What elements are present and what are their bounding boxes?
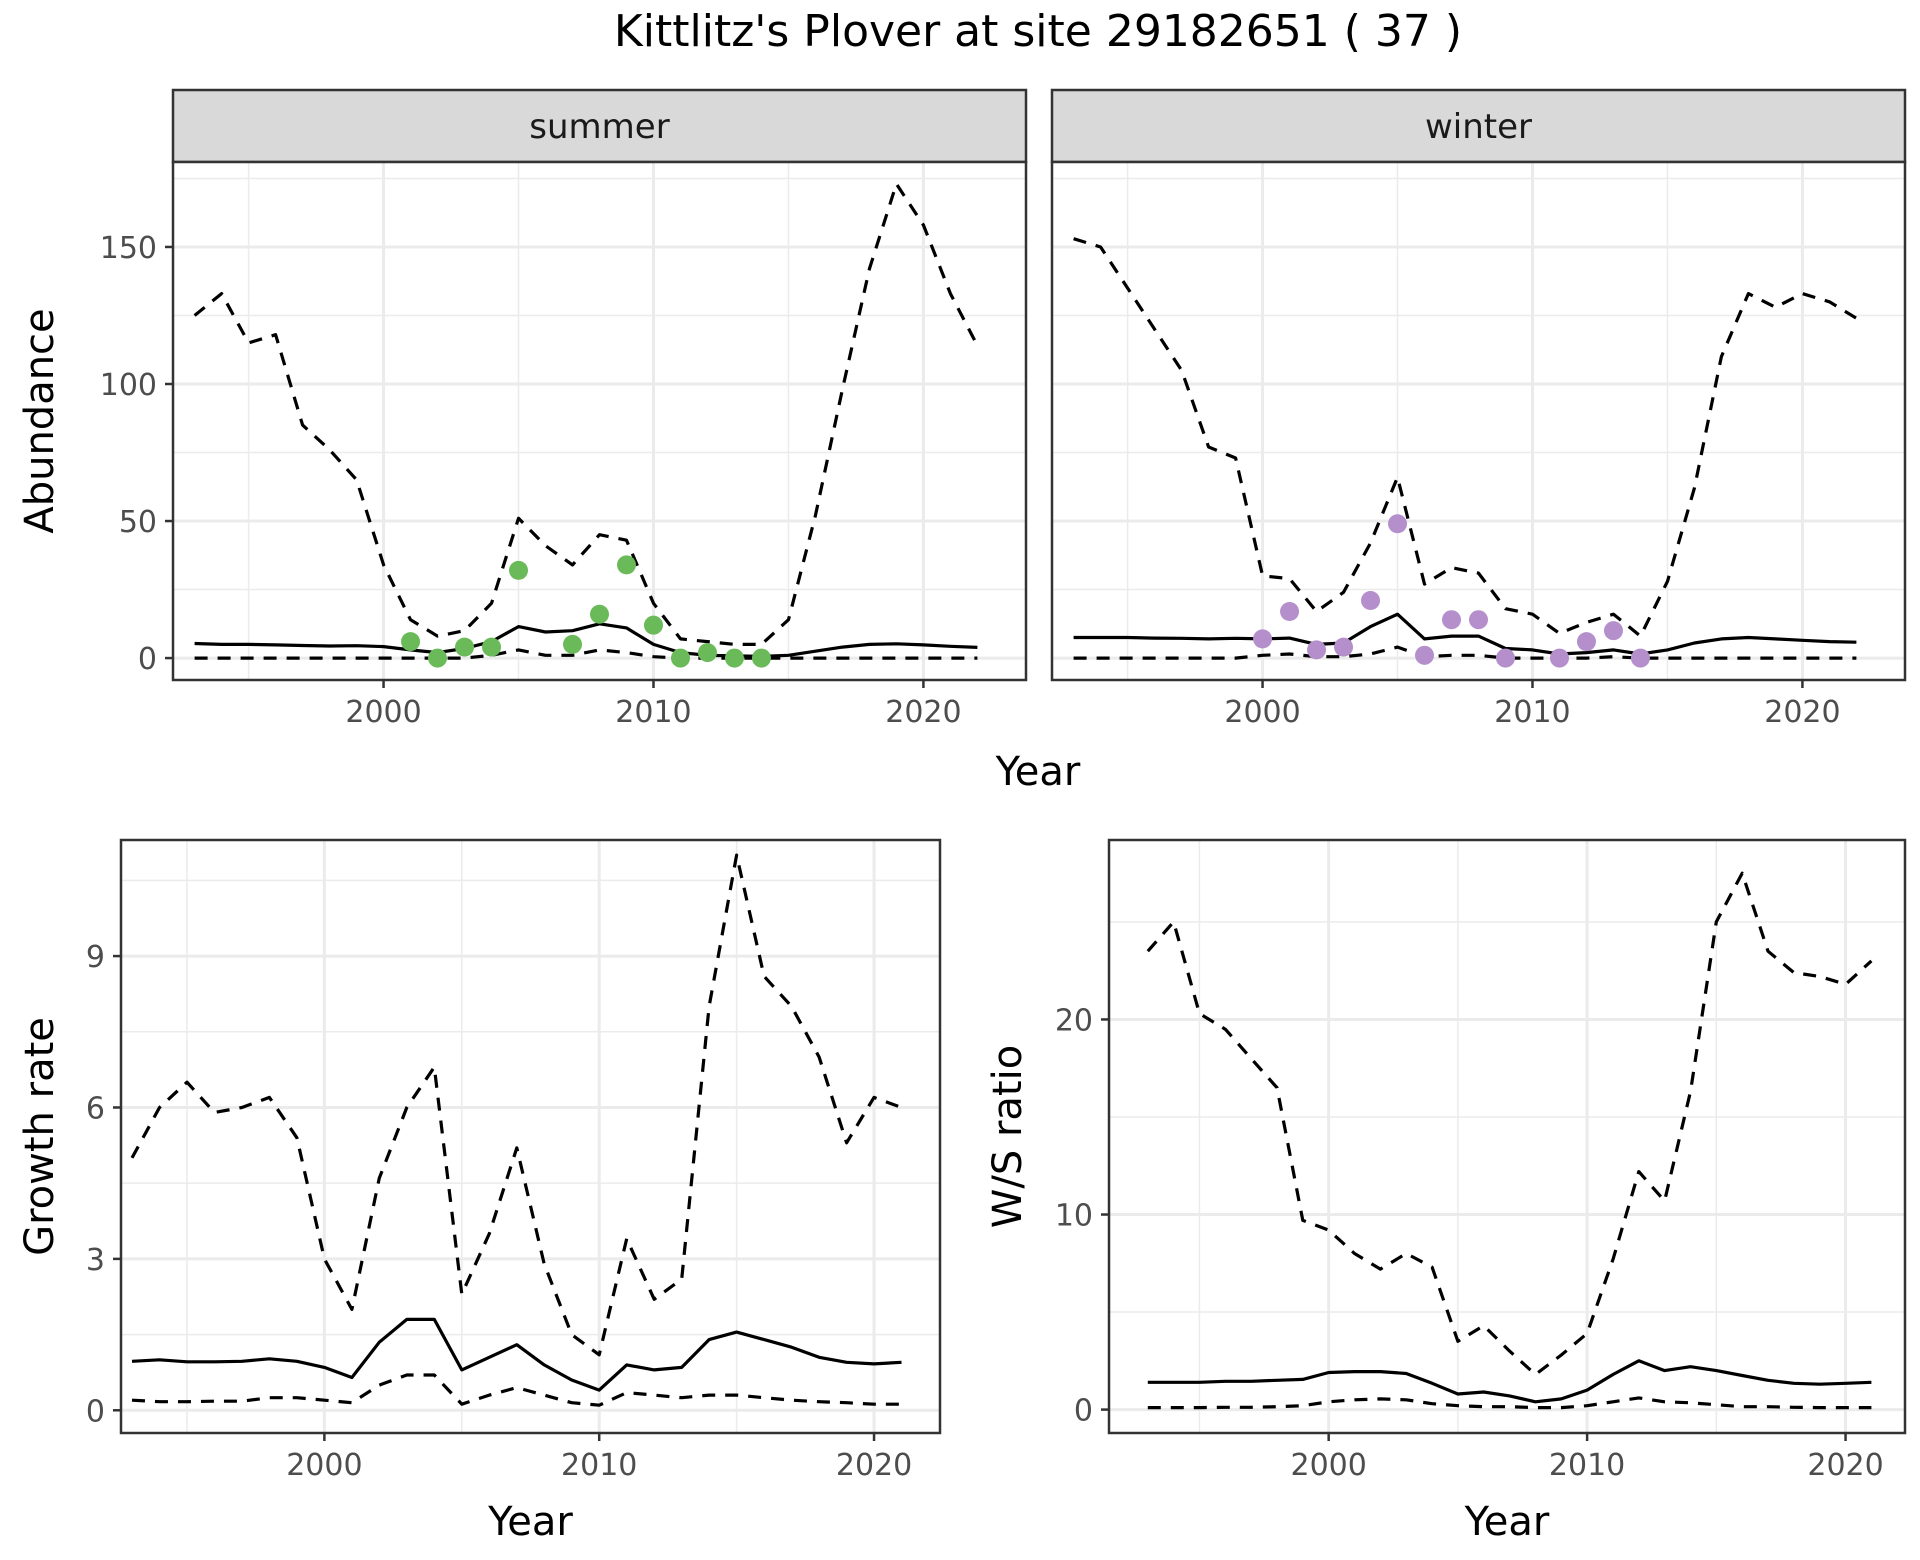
summer-strip xyxy=(171,88,1028,164)
winter-panel: winter 2000 2010 2020 xyxy=(1050,88,1907,730)
growth-lower-bound-line xyxy=(131,1373,902,1407)
summer-y-axis-title: Abundance xyxy=(17,308,63,533)
ratio-lower-bound-line xyxy=(1147,1396,1872,1410)
summer-data-point xyxy=(697,643,717,663)
winter-plot-background xyxy=(1052,162,1905,680)
summer-data-point xyxy=(455,637,475,657)
growth-x-tick-label: 2020 xyxy=(836,1448,912,1483)
winter-data-point xyxy=(1603,621,1623,641)
growth-panel-border xyxy=(119,838,942,1435)
ratio-plot-background xyxy=(1109,840,1905,1433)
winter-lower-bound-line xyxy=(1073,645,1857,660)
summer-strip-label: summer xyxy=(529,107,669,147)
summer-y-tick-label: 150 xyxy=(100,231,157,266)
winter-data-point xyxy=(1388,514,1408,534)
summer-y-tick-label: 50 xyxy=(119,505,157,540)
winter-data-point xyxy=(1442,610,1462,630)
winter-panel-border xyxy=(1050,160,1907,682)
summer-data-point xyxy=(563,634,583,654)
summer-y-tick-label: 0 xyxy=(138,642,157,677)
winter-x-tick-label: 2000 xyxy=(1224,695,1300,730)
winter-data-point xyxy=(1307,640,1327,660)
summer-data-point xyxy=(751,648,771,668)
winter-data-point xyxy=(1630,648,1650,668)
winter-strip xyxy=(1050,88,1907,164)
winter-data-point xyxy=(1576,632,1596,652)
ratio-x-tick-label: 2020 xyxy=(1807,1448,1883,1483)
winter-data-point xyxy=(1334,637,1354,657)
summer-data-point xyxy=(401,632,421,652)
winter-data-point xyxy=(1495,648,1515,668)
winter-strip-label: winter xyxy=(1425,107,1532,147)
growth-x-tick-label: 2010 xyxy=(561,1448,637,1483)
ws-ratio-panel: 2000 2010 2020 0 10 20 W/S ratio Year xyxy=(985,838,1907,1545)
growth-y-tick-label: 6 xyxy=(86,1091,105,1126)
summer-x-tick-label: 2000 xyxy=(345,695,421,730)
summer-data-point xyxy=(643,615,663,635)
chart-title: Kittlitz's Plover at site 29182651 ( 37 … xyxy=(614,6,1462,57)
top-x-axis-title-shared: Year xyxy=(995,749,1081,795)
summer-lower-bound-line xyxy=(194,648,978,660)
growth-plot-background xyxy=(121,840,940,1433)
summer-panel: summer 2000 2010 2020 0 50 100 150 Abundance xyxy=(17,88,1028,730)
winter-data-point xyxy=(1253,629,1273,649)
summer-x-tick-label: 2010 xyxy=(615,695,691,730)
winter-x-tick-label: 2010 xyxy=(1494,695,1570,730)
ratio-y-tick-label: 10 xyxy=(1055,1199,1093,1234)
winter-data-point xyxy=(1280,601,1300,621)
summer-data-point xyxy=(670,648,690,668)
growth-y-tick-label: 3 xyxy=(86,1243,105,1278)
winter-data-point xyxy=(1361,591,1381,611)
summer-y-tick-label: 100 xyxy=(100,368,157,403)
summer-data-point xyxy=(590,604,609,624)
winter-data-point xyxy=(1469,610,1488,630)
winter-upper-bound-line xyxy=(1073,237,1858,638)
growth-y-tick-label: 0 xyxy=(86,1394,105,1429)
summer-data-point xyxy=(616,555,636,575)
summer-data-point xyxy=(724,648,744,668)
growth-upper-bound-line xyxy=(130,853,903,1357)
ratio-x-tick-label: 2010 xyxy=(1549,1448,1625,1483)
summer-data-point xyxy=(428,648,448,668)
summer-data-point xyxy=(509,560,529,580)
ratio-y-axis-title: W/S ratio xyxy=(985,1045,1031,1228)
ratio-x-axis-title: Year xyxy=(1464,1499,1550,1545)
winter-data-point xyxy=(1549,648,1569,668)
summer-x-tick-label: 2020 xyxy=(885,695,961,730)
ratio-y-tick-label: 20 xyxy=(1055,1003,1093,1038)
ratio-y-tick-label: 0 xyxy=(1074,1394,1093,1429)
summer-upper-bound-line xyxy=(193,182,979,647)
summer-panel-border xyxy=(171,160,1028,682)
winter-estimate-line xyxy=(1073,612,1857,656)
winter-data-point xyxy=(1415,645,1435,665)
ratio-upper-bound-line xyxy=(1146,871,1873,1377)
winter-x-tick-label: 2020 xyxy=(1764,695,1840,730)
summer-data-point xyxy=(482,637,502,657)
growth-x-tick-label: 2000 xyxy=(286,1448,362,1483)
growth-y-tick-label: 9 xyxy=(86,940,105,975)
summer-estimate-line xyxy=(194,622,978,659)
ratio-x-tick-label: 2000 xyxy=(1290,1448,1366,1483)
growth-x-axis-title: Year xyxy=(487,1499,573,1545)
growth-rate-panel: 2000 2010 2020 0 3 6 9 Growth rate Year xyxy=(17,838,942,1545)
ratio-estimate-line xyxy=(1147,1359,1872,1404)
growth-y-axis-title: Growth rate xyxy=(17,1017,63,1256)
growth-estimate-line xyxy=(131,1317,902,1392)
ratio-panel-border xyxy=(1107,838,1907,1435)
